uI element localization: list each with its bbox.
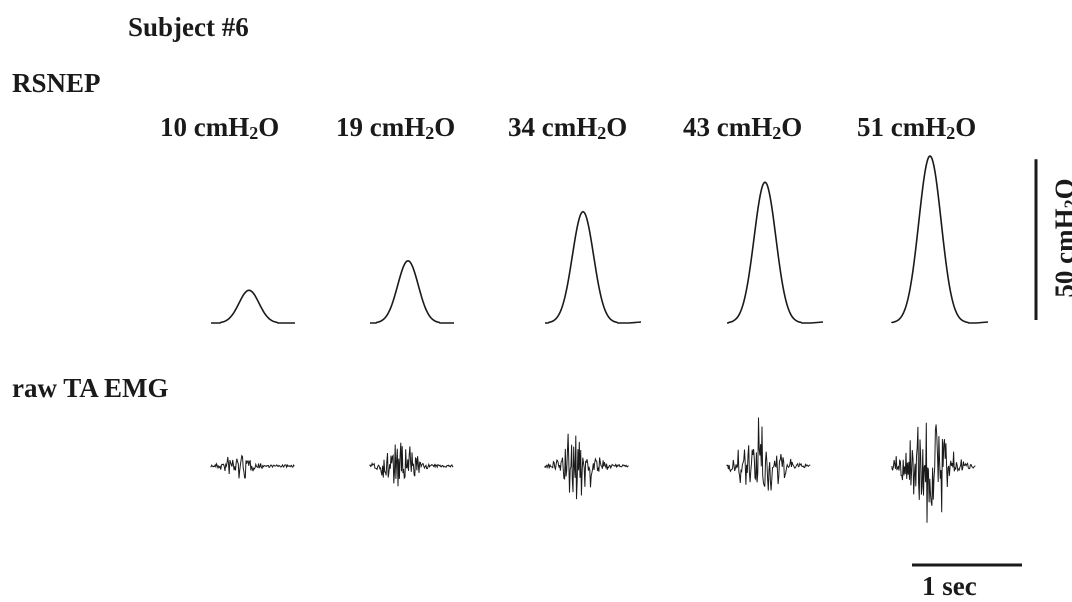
emg-trace-2 [370,443,453,487]
rsnep-trace-2 [370,261,454,323]
rsnep-trace-4 [727,182,823,323]
rsnep-trace-5 [892,156,988,323]
emg-trace-3 [545,434,628,499]
rsnep-trace-3 [545,212,641,323]
time-scale-label: 1 sec [922,571,977,602]
pressure-scale-label: 50 cmH2O [1050,178,1072,297]
rsnep-trace-1 [211,290,295,323]
emg-trace-4 [727,418,810,491]
emg-trace-1 [211,456,294,479]
emg-trace-5 [892,423,975,523]
